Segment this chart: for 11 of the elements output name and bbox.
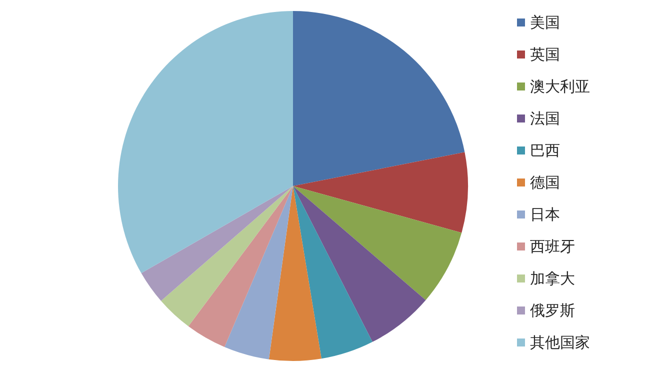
legend-label: 加拿大 (530, 270, 575, 288)
legend-label: 其他国家 (530, 334, 590, 352)
legend-label: 俄罗斯 (530, 302, 575, 320)
legend-label: 巴西 (530, 142, 560, 160)
legend-label: 德国 (530, 174, 560, 192)
legend-label: 法国 (530, 110, 560, 128)
legend-label: 日本 (530, 206, 560, 224)
legend-label: 美国 (530, 14, 560, 32)
legend-label: 英国 (530, 46, 560, 64)
legend-label: 西班牙 (530, 238, 575, 256)
legend-label: 澳大利亚 (530, 78, 590, 96)
